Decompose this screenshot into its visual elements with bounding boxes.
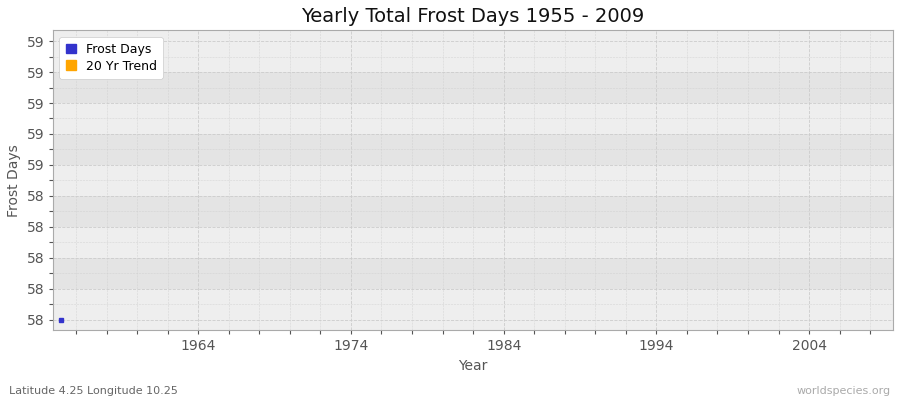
Bar bbox=[53, 196, 893, 227]
Bar bbox=[53, 258, 893, 289]
Y-axis label: Frost Days: Frost Days bbox=[7, 144, 21, 217]
X-axis label: Year: Year bbox=[458, 359, 488, 373]
Title: Yearly Total Frost Days 1955 - 2009: Yearly Total Frost Days 1955 - 2009 bbox=[302, 7, 644, 26]
Bar bbox=[53, 41, 893, 72]
Bar bbox=[53, 227, 893, 258]
Text: worldspecies.org: worldspecies.org bbox=[796, 386, 891, 396]
Bar bbox=[53, 134, 893, 165]
Text: Latitude 4.25 Longitude 10.25: Latitude 4.25 Longitude 10.25 bbox=[9, 386, 178, 396]
Bar bbox=[53, 72, 893, 103]
Bar bbox=[53, 165, 893, 196]
Legend: Frost Days, 20 Yr Trend: Frost Days, 20 Yr Trend bbox=[59, 36, 163, 79]
Bar bbox=[53, 103, 893, 134]
Bar bbox=[53, 289, 893, 320]
